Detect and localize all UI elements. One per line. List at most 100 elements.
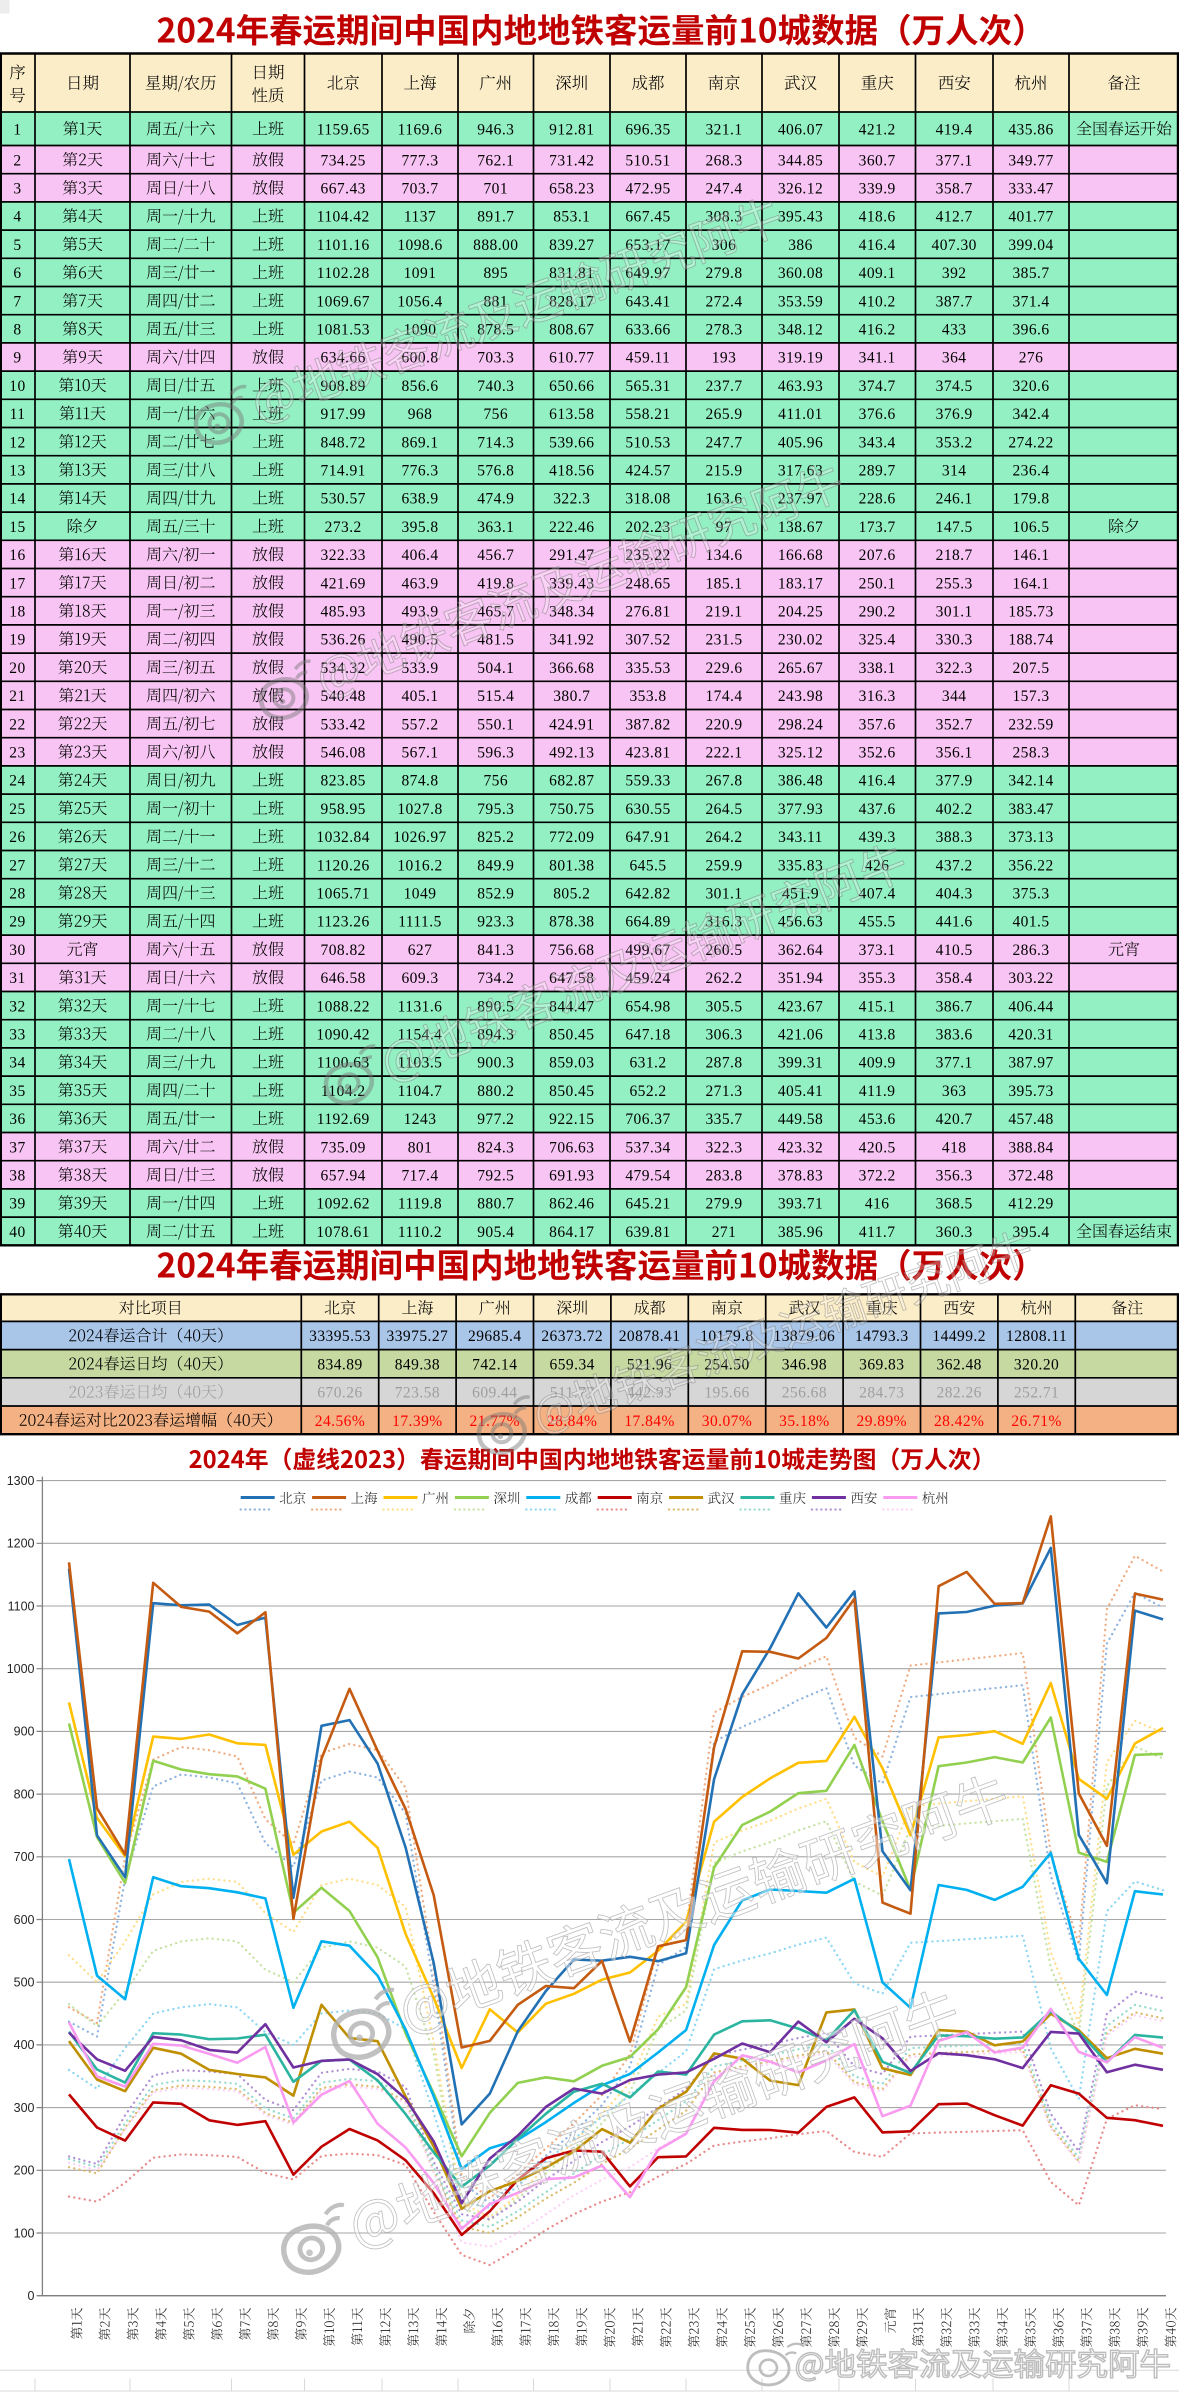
svg-text:405.96: 405.96: [778, 434, 823, 451]
svg-text:706.37: 706.37: [625, 1111, 670, 1128]
svg-text:229.6: 229.6: [705, 660, 742, 677]
svg-text:654.98: 654.98: [625, 998, 670, 1015]
svg-text:1026.97: 1026.97: [393, 829, 447, 846]
svg-text:274.22: 274.22: [1008, 434, 1053, 451]
svg-text:977.2: 977.2: [477, 1111, 514, 1128]
svg-text:368.5: 368.5: [936, 1196, 973, 1213]
svg-text:1111.5: 1111.5: [398, 914, 442, 931]
svg-text:387.7: 387.7: [936, 293, 973, 310]
svg-text:1016.2: 1016.2: [397, 857, 442, 874]
svg-text:344.85: 344.85: [778, 152, 823, 169]
svg-text:0: 0: [28, 2289, 35, 2303]
svg-text:546.08: 546.08: [321, 745, 366, 762]
svg-text:400: 400: [14, 2038, 35, 2052]
svg-text:31: 31: [9, 970, 25, 987]
svg-text:424.57: 424.57: [625, 463, 670, 480]
svg-text:504.1: 504.1: [477, 660, 514, 677]
svg-text:1102.28: 1102.28: [317, 265, 370, 282]
svg-text:267.8: 267.8: [705, 773, 742, 790]
svg-text:325.12: 325.12: [778, 745, 823, 762]
svg-text:360.3: 360.3: [936, 1224, 973, 1241]
svg-text:17.84%: 17.84%: [624, 1413, 675, 1430]
svg-text:900: 900: [14, 1725, 35, 1739]
svg-text:888.00: 888.00: [473, 237, 518, 254]
svg-text:349.77: 349.77: [1008, 152, 1053, 169]
svg-text:642.82: 642.82: [625, 886, 670, 903]
svg-text:147.5: 147.5: [936, 519, 973, 536]
svg-text:305.5: 305.5: [705, 998, 742, 1015]
svg-text:272.4: 272.4: [705, 293, 742, 310]
svg-text:29.89%: 29.89%: [857, 1413, 908, 1430]
svg-text:325.4: 325.4: [859, 632, 896, 649]
svg-text:258.3: 258.3: [1012, 745, 1049, 762]
svg-text:352.6: 352.6: [859, 745, 896, 762]
svg-text:895: 895: [483, 265, 508, 282]
svg-text:342.14: 342.14: [1008, 773, 1053, 790]
svg-text:633.66: 633.66: [625, 322, 670, 339]
svg-text:33395.53: 33395.53: [309, 1328, 371, 1345]
svg-text:557.2: 557.2: [401, 716, 438, 733]
svg-text:366.68: 366.68: [549, 660, 594, 677]
svg-text:808.67: 808.67: [549, 322, 594, 339]
svg-text:762.1: 762.1: [477, 152, 514, 169]
svg-text:13879.06: 13879.06: [774, 1328, 836, 1345]
svg-text:33: 33: [9, 1027, 25, 1044]
svg-text:946.3: 946.3: [477, 121, 514, 138]
svg-text:26: 26: [9, 829, 25, 846]
svg-text:1032.84: 1032.84: [316, 829, 370, 846]
svg-text:474.9: 474.9: [477, 491, 514, 508]
svg-text:1: 1: [13, 121, 21, 138]
svg-text:371.4: 371.4: [1012, 293, 1049, 310]
svg-text:183.17: 183.17: [778, 575, 823, 592]
svg-text:326.12: 326.12: [778, 181, 823, 198]
svg-text:29: 29: [9, 914, 25, 931]
svg-text:372.2: 372.2: [859, 1168, 896, 1185]
svg-text:228.6: 228.6: [859, 491, 896, 508]
svg-text:708.82: 708.82: [321, 942, 366, 959]
svg-text:411.7: 411.7: [859, 1224, 896, 1241]
svg-text:395.43: 395.43: [778, 209, 823, 226]
svg-text:247.4: 247.4: [705, 181, 742, 198]
svg-text:958.95: 958.95: [321, 801, 366, 818]
svg-text:271.3: 271.3: [705, 1083, 742, 1100]
svg-text:16: 16: [9, 547, 25, 564]
svg-text:880.2: 880.2: [477, 1083, 514, 1100]
svg-text:248.65: 248.65: [625, 575, 670, 592]
svg-text:207.6: 207.6: [859, 547, 896, 564]
svg-text:286.3: 286.3: [1012, 942, 1049, 959]
svg-text:421.69: 421.69: [321, 575, 366, 592]
svg-text:691.93: 691.93: [549, 1168, 594, 1185]
svg-text:20: 20: [9, 660, 25, 677]
svg-text:386: 386: [788, 237, 813, 254]
svg-text:318.08: 318.08: [625, 491, 670, 508]
svg-text:268.3: 268.3: [705, 152, 742, 169]
svg-text:776.3: 776.3: [401, 463, 438, 480]
svg-text:406.4: 406.4: [401, 547, 438, 564]
svg-text:411.9: 411.9: [859, 1083, 896, 1100]
svg-text:558.21: 558.21: [625, 406, 670, 423]
svg-text:355.3: 355.3: [859, 970, 896, 987]
svg-text:8: 8: [13, 322, 21, 339]
svg-text:643.41: 643.41: [625, 293, 670, 310]
svg-text:419.8: 419.8: [477, 575, 514, 592]
svg-text:874.8: 874.8: [401, 773, 438, 790]
svg-text:343.11: 343.11: [778, 829, 823, 846]
svg-text:536.26: 536.26: [321, 632, 366, 649]
svg-text:36: 36: [9, 1111, 25, 1128]
svg-text:236.4: 236.4: [1012, 463, 1049, 480]
svg-text:849.9: 849.9: [477, 857, 514, 874]
svg-text:423.67: 423.67: [778, 998, 823, 1015]
svg-text:314: 314: [942, 463, 967, 480]
svg-text:1169.6: 1169.6: [398, 121, 443, 138]
svg-text:696.35: 696.35: [625, 121, 670, 138]
svg-text:410.5: 410.5: [936, 942, 973, 959]
svg-text:357.6: 357.6: [859, 716, 896, 733]
svg-text:195.66: 195.66: [704, 1385, 749, 1402]
svg-text:4: 4: [13, 209, 21, 226]
svg-text:247.7: 247.7: [705, 434, 742, 451]
svg-text:24: 24: [9, 773, 25, 790]
svg-text:401.5: 401.5: [1012, 914, 1049, 931]
svg-text:1049: 1049: [404, 886, 437, 903]
svg-text:138.67: 138.67: [778, 519, 823, 536]
svg-text:363: 363: [942, 1083, 967, 1100]
